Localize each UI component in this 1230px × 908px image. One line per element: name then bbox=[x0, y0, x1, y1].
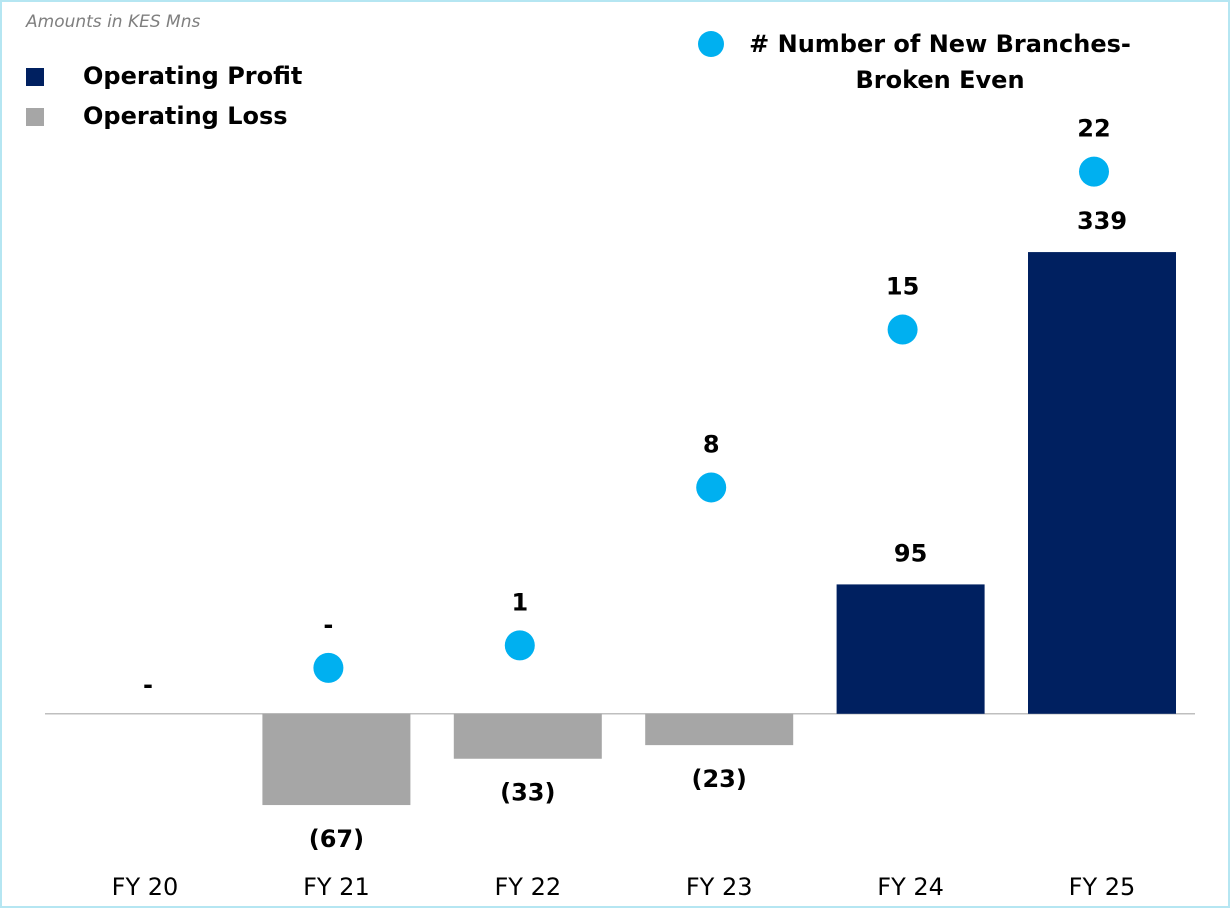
data-label: 8 bbox=[703, 430, 720, 458]
x-tick-label: FY 21 bbox=[303, 873, 370, 901]
bar bbox=[645, 713, 794, 746]
dot bbox=[887, 314, 918, 345]
bar bbox=[453, 713, 602, 759]
bar bbox=[262, 713, 411, 806]
data-label: (23) bbox=[692, 765, 747, 793]
legend-marker bbox=[26, 108, 44, 126]
data-label: - bbox=[143, 671, 153, 699]
legend-label: Operating Loss bbox=[83, 102, 288, 130]
bar bbox=[1028, 252, 1176, 714]
data-label: 15 bbox=[886, 273, 919, 301]
data-label: (33) bbox=[500, 779, 555, 807]
data-label: (67) bbox=[309, 825, 364, 853]
dot bbox=[696, 472, 727, 503]
data-label: 22 bbox=[1077, 115, 1110, 143]
data-label: 95 bbox=[894, 539, 927, 567]
dot bbox=[1079, 156, 1109, 187]
x-tick-label: FY 23 bbox=[686, 873, 753, 901]
bar bbox=[836, 584, 985, 714]
dot bbox=[504, 630, 535, 661]
legend-marker bbox=[698, 31, 724, 57]
data-label: 1 bbox=[511, 588, 528, 616]
x-tick-label: FY 25 bbox=[1069, 873, 1136, 901]
data-label: - bbox=[323, 611, 333, 639]
legend-label: # Number of New Branches- Broken Even bbox=[749, 30, 1131, 94]
legend-marker bbox=[26, 68, 44, 86]
legend-label: Operating Profit bbox=[83, 62, 302, 90]
x-tick-label: FY 20 bbox=[112, 873, 179, 901]
data-label: 339 bbox=[1077, 207, 1127, 235]
note: Amounts in KES Mns bbox=[25, 12, 200, 32]
x-tick-label: FY 24 bbox=[877, 873, 944, 901]
legend-label-box: # Number of New Branches- Broken Even bbox=[749, 30, 1131, 94]
dot bbox=[313, 652, 344, 683]
x-tick-label: FY 22 bbox=[494, 873, 561, 901]
